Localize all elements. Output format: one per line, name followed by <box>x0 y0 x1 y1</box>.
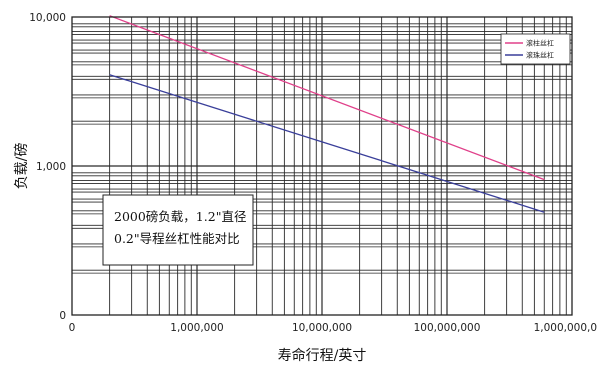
x-tick-labels: 0 1,000,000 10,000,000 100,000,000 1,000,000… <box>69 322 597 334</box>
x-tick-label: 10,000,000 <box>292 322 352 334</box>
annotation-box: 2000磅负载，1.2"直径 0.2"导程丝杠性能对比 <box>102 194 254 266</box>
series-line-2 <box>109 74 545 213</box>
grid <box>72 17 572 315</box>
series-lines <box>109 15 545 213</box>
y-tick-label: 0 <box>59 310 66 322</box>
y-axis-title: 负载/磅 <box>13 143 30 190</box>
legend-label-1: 滚柱丝杠 <box>526 39 554 48</box>
x-tick-label: 1,000,000 <box>170 322 223 334</box>
y-tick-label: 1,000 <box>36 161 66 173</box>
y-tick-label: 10,000 <box>29 12 66 24</box>
annotation-line-1: 2000磅负载，1.2"直径 <box>114 209 246 224</box>
x-tick-label: 0 <box>69 322 76 334</box>
annotation-line-2: 0.2"导程丝杠性能对比 <box>114 231 240 246</box>
plot-frame <box>71 16 573 316</box>
y-tick-labels: 10,000 1,000 0 <box>29 12 66 322</box>
legend: 滚柱丝杠 滚珠丝杠 <box>500 33 571 65</box>
series-line-1 <box>109 15 545 181</box>
legend-label-2: 滚珠丝杠 <box>526 51 554 60</box>
x-tick-label: 1,000,000,000 <box>534 322 597 334</box>
x-axis-title: 寿命行程/英寸 <box>278 347 367 364</box>
x-tick-label: 100,000,000 <box>414 322 481 334</box>
